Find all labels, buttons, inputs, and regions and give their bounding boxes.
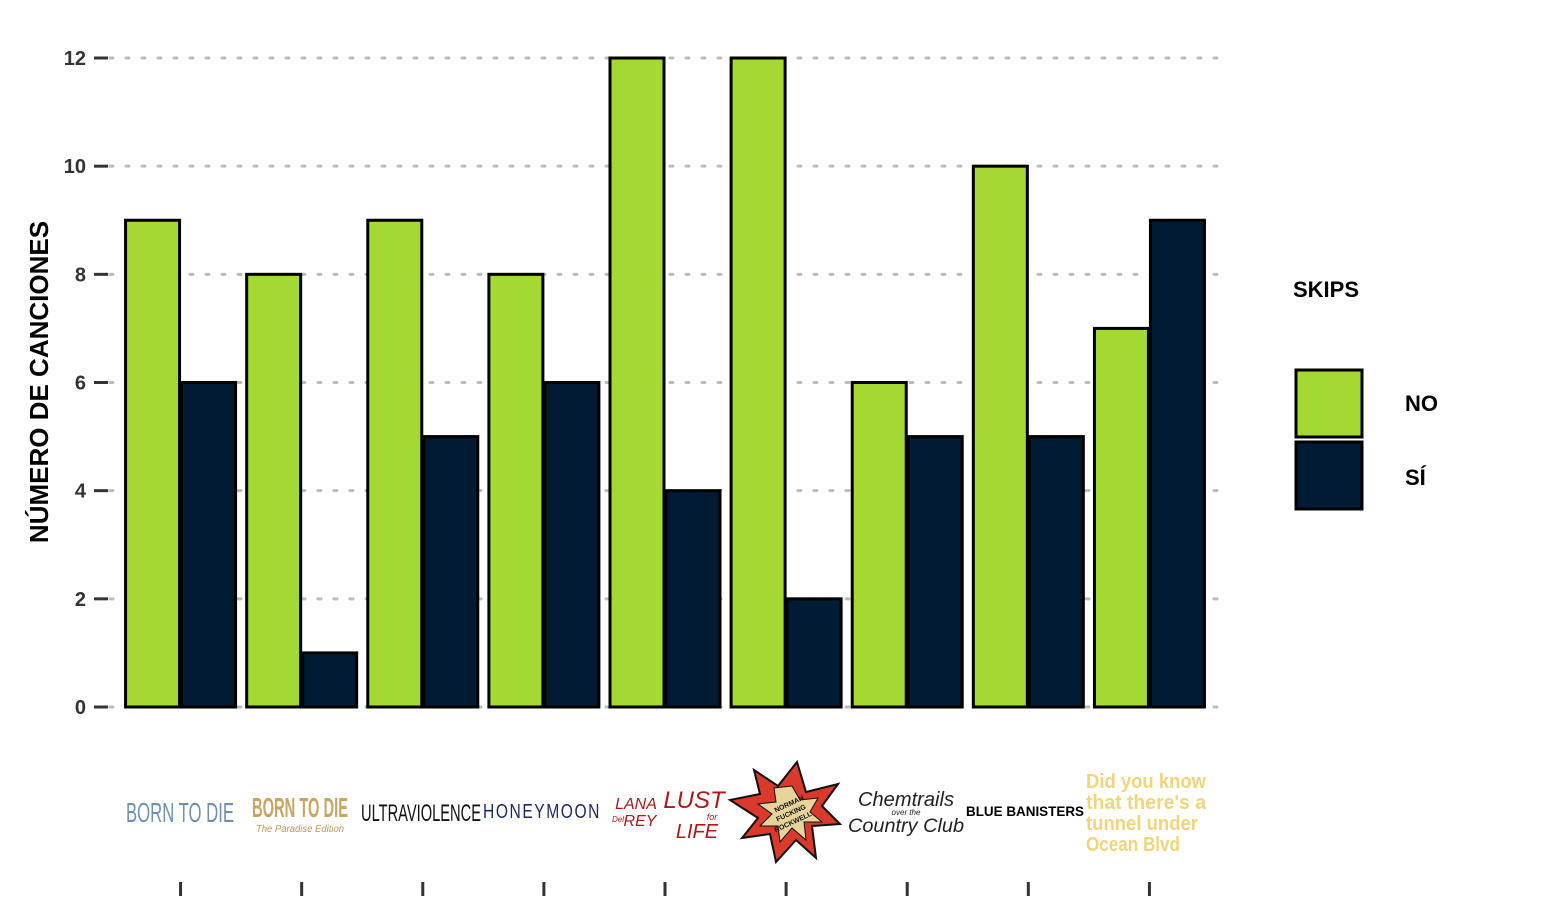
logo-chemtrails-line3: Country Club: [848, 816, 964, 837]
logo-blue-banisters: BLUE BANISTERS: [966, 803, 1084, 819]
y-axis: 0 2 4 6 8 10 12: [64, 48, 108, 719]
logo-chemtrails-line1: Chemtrails: [858, 789, 954, 811]
x-axis-logos: BORN TO DIE BORN TO DIE The Paradise Edi…: [126, 759, 1207, 865]
bar-si: [543, 381, 601, 709]
bar-no: [366, 218, 424, 709]
logo-nfr-inner: [756, 785, 824, 844]
logo-ultraviolence: ULTRAVIOLENCE: [361, 800, 481, 827]
bar-si: [1027, 435, 1085, 709]
bar-no: [1092, 326, 1150, 709]
y-tick-label: 2: [75, 589, 86, 611]
logo-ocean-line2: that there's a: [1086, 792, 1207, 814]
logo-born-to-die-paradise-title: BORN TO DIE: [252, 792, 348, 823]
bar-si: [1148, 218, 1206, 709]
logo-chemtrails: Chemtrails over the Country Club: [848, 789, 964, 837]
logo-lust-for-life: LANA Del REY LUST for LIFE: [612, 787, 727, 843]
legend-label-no: NO: [1405, 391, 1438, 416]
bars: [124, 56, 1206, 709]
y-tick-label: 10: [64, 156, 86, 178]
legend-swatch-si: [1294, 440, 1364, 511]
logo-lfl-lust: LUST: [663, 787, 727, 814]
bar-no: [124, 218, 182, 709]
logo-ocean-line1: Did you know: [1086, 771, 1206, 793]
y-tick-label: 8: [75, 264, 86, 286]
legend-title: SKIPS: [1293, 277, 1359, 302]
bar-no: [608, 56, 666, 709]
legend-swatch-no: [1294, 368, 1364, 439]
bar-si: [785, 597, 843, 709]
y-tick-label: 6: [75, 373, 86, 395]
bar-si: [180, 381, 238, 709]
bar-no: [971, 164, 1029, 709]
bar-si: [301, 651, 359, 709]
logo-born-to-die-paradise-subtitle: The Paradise Edition: [256, 824, 344, 835]
logo-born-to-die-paradise: BORN TO DIE The Paradise Edition: [252, 792, 348, 835]
logo-chemtrails-line2: over the: [892, 808, 921, 817]
bar-no: [729, 56, 787, 709]
logo-ocean-line4: Ocean Blvd: [1086, 834, 1180, 856]
bar-no: [487, 272, 545, 709]
logo-born-to-die: BORN TO DIE: [126, 797, 234, 828]
bar-si: [422, 435, 480, 709]
x-axis-ticks: [179, 882, 1151, 896]
y-tick-label: 4: [75, 481, 87, 503]
y-tick-label: 12: [64, 48, 86, 70]
logo-lfl-lana: LANA: [615, 796, 657, 813]
legend: SKIPS NO SÍ: [1293, 277, 1438, 511]
logo-honeymoon: HONEYMOON: [483, 801, 601, 823]
logo-lfl-del: Del: [612, 815, 624, 824]
logo-ocean-line3: tunnel under: [1086, 813, 1198, 835]
logo-lfl-rey: REY: [624, 813, 658, 830]
bar-no: [245, 272, 303, 709]
legend-label-si: SÍ: [1405, 465, 1427, 490]
logo-lfl-life: LIFE: [676, 821, 719, 843]
y-tick-label: 0: [75, 697, 86, 719]
bar-no: [850, 381, 908, 709]
logo-lfl-for: for: [707, 812, 719, 822]
logo-norman-fucking-rockwell: NORMAN FUCKING ROCKWELL: [727, 759, 843, 865]
logo-ocean-blvd: Did you know that there's a tunnel under…: [1086, 771, 1207, 856]
bar-si: [906, 435, 964, 709]
bar-si: [664, 489, 722, 709]
y-axis-label: NÚMERO DE CANCIONES: [24, 221, 54, 543]
